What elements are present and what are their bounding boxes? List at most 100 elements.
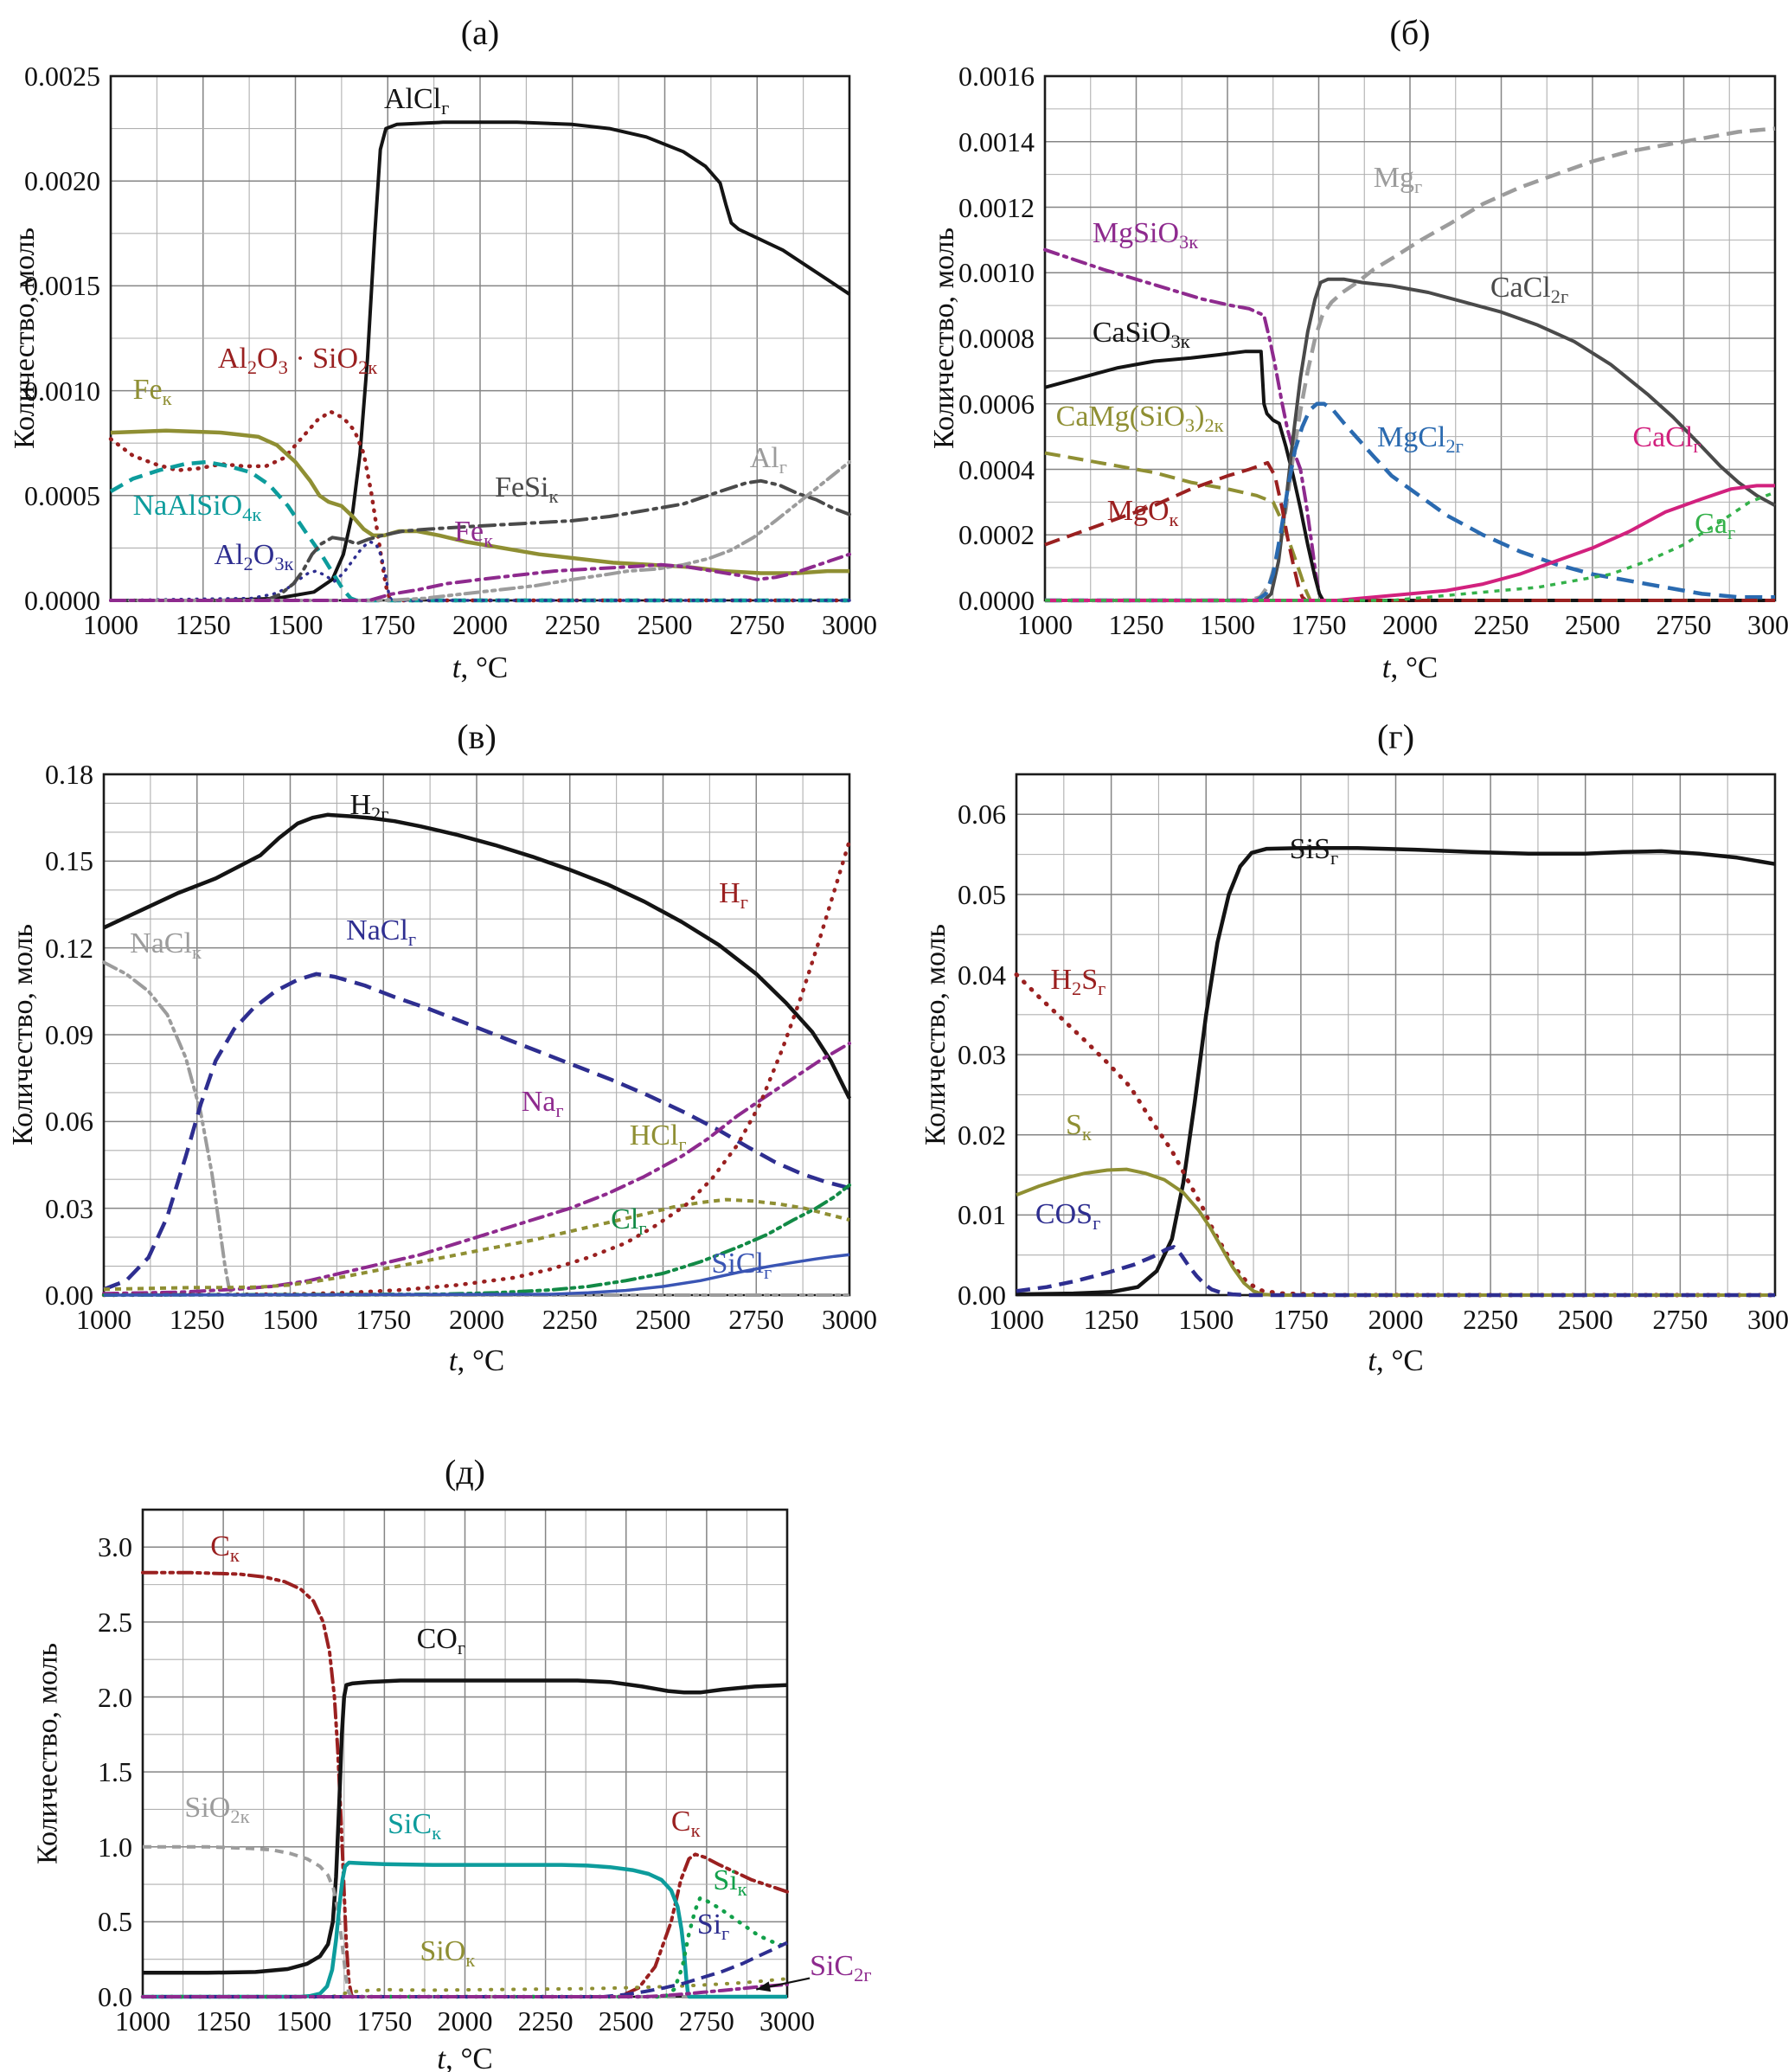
panel-b-x-tick: 2000 <box>1382 609 1438 640</box>
panel-d-x-tick: 2750 <box>678 2005 734 2037</box>
panel-g-y-tick: 0.02 <box>958 1119 1006 1151</box>
g-series-COS_g <box>1016 1245 1775 1298</box>
panel-g-y-tick: 0.05 <box>958 878 1006 910</box>
panel-d-curve-label-8: SiC2г <box>810 1949 872 1985</box>
panel-d-y-tick: 1.0 <box>98 1831 132 1863</box>
panel-d-curve-label-5: Cк <box>670 1806 701 1842</box>
panel-b-curve-label-6: MgOк <box>1106 494 1179 530</box>
panel-a-plot <box>108 74 852 603</box>
panel-d-x-tick: 1250 <box>195 2005 252 2037</box>
panel-d-y-tick: 0.5 <box>98 1906 132 1938</box>
a-series-Fe_g_purple <box>109 552 851 602</box>
panel-d-x-tick: 2000 <box>437 2005 493 2037</box>
panel-b-curve-label-5: MgCl2г <box>1377 420 1464 458</box>
panel-b-y-tick: 0.0010 <box>958 257 1035 289</box>
panel-a-x-tick: 2250 <box>544 609 600 640</box>
panel-g-y-tick: 0.04 <box>958 959 1006 991</box>
panel-a-x-tick: 2750 <box>729 609 785 640</box>
d-series-SiC2_g <box>141 1982 789 1998</box>
b-series-CaMgSiO32_k <box>1044 451 1775 602</box>
panel-b-curve-label-0: Mgг <box>1373 161 1423 198</box>
panel-a-curve-label-0: AlClг <box>383 83 450 119</box>
panel-v-curve-label-4: HClг <box>629 1119 687 1156</box>
panel-d-curve-label-1: COг <box>416 1623 466 1659</box>
panel-v-y-tick: 0.15 <box>45 845 93 877</box>
annotation-arrow-head <box>756 1981 772 1992</box>
a-series-Al2O3_k <box>109 540 851 602</box>
panel-v-x-tick: 1250 <box>169 1304 225 1335</box>
panel-g-curve-label-0: SiSг <box>1289 833 1339 869</box>
panel-d-curve-label-2: SiO2к <box>184 1791 250 1827</box>
panel-a-curve-label-4: Al2O3к <box>214 539 294 575</box>
panel-a-y-tick: 0.0005 <box>24 479 100 511</box>
panel-g-title: (г) <box>1376 717 1415 756</box>
panel-v-x-tick: 1750 <box>356 1304 412 1335</box>
panel-a-title: (а) <box>460 13 500 52</box>
panel-v-curve-label-2: NaClг <box>346 914 417 950</box>
d-series-Si_g <box>143 1940 788 1998</box>
panel-b-title: (б) <box>1389 13 1431 52</box>
v-series-HCl_g <box>103 1197 850 1292</box>
panel-d-y-tick: 0.0 <box>98 1981 132 2012</box>
panel-v-curve-label-5: Hг <box>719 877 748 914</box>
panel-b-x-tick: 1750 <box>1291 609 1347 640</box>
panel-g-x-tick: 1500 <box>1178 1304 1234 1335</box>
panel-v-x-tick: 2000 <box>449 1304 504 1335</box>
panel-d-xlabel: t, °C <box>437 2042 493 2072</box>
a-series-Al2O3_SiO2_k <box>108 409 852 603</box>
a-series-FeSi_k <box>109 478 851 602</box>
panel-a-curve-label-5: FeSiк <box>495 471 559 507</box>
panel-b-plot <box>1043 74 1777 603</box>
panel-a-y-tick: 0.0025 <box>24 61 100 92</box>
panel-b-xlabel: t, °C <box>1381 651 1439 684</box>
panel-g-x-tick: 1750 <box>1272 1304 1329 1335</box>
panel-d-curve-label-7: Siг <box>696 1908 730 1944</box>
panel-b-x-tick: 1000 <box>1017 609 1073 640</box>
panel-d-y-tick: 2.0 <box>98 1681 132 1713</box>
panel-a-x-tick: 2000 <box>452 609 508 640</box>
g-series-S_k <box>1016 1167 1775 1297</box>
panel-b-y-tick: 0.0012 <box>958 191 1035 223</box>
panel-b-y-tick: 0.0000 <box>958 585 1035 616</box>
panel-v-x-tick: 1500 <box>262 1304 318 1335</box>
panel-g-curve-label-2: Sк <box>1066 1109 1092 1145</box>
panel-b-curve-label-4: CaMg(SiO3)2к <box>1055 400 1224 436</box>
panel-a-y-tick: 0.0015 <box>24 270 100 302</box>
panel-d-x-tick: 1500 <box>276 2005 332 2037</box>
d-series-CO_g <box>143 1678 788 1975</box>
panel-v-y-tick: 0.03 <box>45 1192 93 1224</box>
panel-d-y-tick: 1.5 <box>98 1756 132 1788</box>
panel-v-xlabel: t, °C <box>448 1344 505 1377</box>
a-series-NaAlSiO4_k <box>109 459 849 603</box>
v-series-SiCl_g <box>103 1253 850 1297</box>
panel-d-plot <box>140 1508 811 1999</box>
panel-g-curve-label-3: COSг <box>1035 1197 1101 1234</box>
d-series-Si_k <box>140 1896 790 1999</box>
panel-b-curve-label-7: CaClг <box>1632 420 1701 458</box>
panel-b-y-tick: 0.0002 <box>958 519 1035 551</box>
panel-a-ylabel: Количество, моль <box>9 227 41 450</box>
panel-g-x-tick: 1000 <box>989 1304 1044 1335</box>
panel-b-curve-label-8: Caг <box>1695 507 1736 544</box>
panel-a-x-tick: 2500 <box>637 609 693 640</box>
panel-d-curve-label-6: Siк <box>713 1864 747 1901</box>
b-series-Ca_g <box>1045 491 1776 602</box>
b-series-MgSiO3_k <box>1043 247 1777 602</box>
panel-a-y-tick: 0.0000 <box>24 585 100 616</box>
panel-d-curve-label-4: SiOк <box>420 1934 476 1971</box>
panel-a-curve-label-1: Al2O3 · SiO2к <box>217 343 378 379</box>
panel-g-x-tick: 3000 <box>1747 1304 1788 1335</box>
panel-a-curve-label-3: NaAlSiO4к <box>132 489 262 525</box>
panel-g-x-tick: 2500 <box>1557 1304 1613 1335</box>
b-series-MgCl2_g <box>1045 401 1775 603</box>
panel-b-y-tick: 0.0014 <box>958 125 1035 157</box>
panel-v-x-tick: 2500 <box>635 1304 691 1335</box>
panel-v-x-tick: 1000 <box>76 1304 131 1335</box>
panel-v-curve-label-6: Clг <box>611 1203 647 1239</box>
panel-d-curve-label-3: SiCк <box>388 1808 442 1844</box>
panel-b-curve-label-3: CaCl2г <box>1490 272 1569 308</box>
panel-b-curve-label-2: CaSiO3к <box>1092 316 1190 352</box>
v-series-H2_g <box>103 812 852 1100</box>
panel-d-x-tick: 1750 <box>356 2005 413 2037</box>
